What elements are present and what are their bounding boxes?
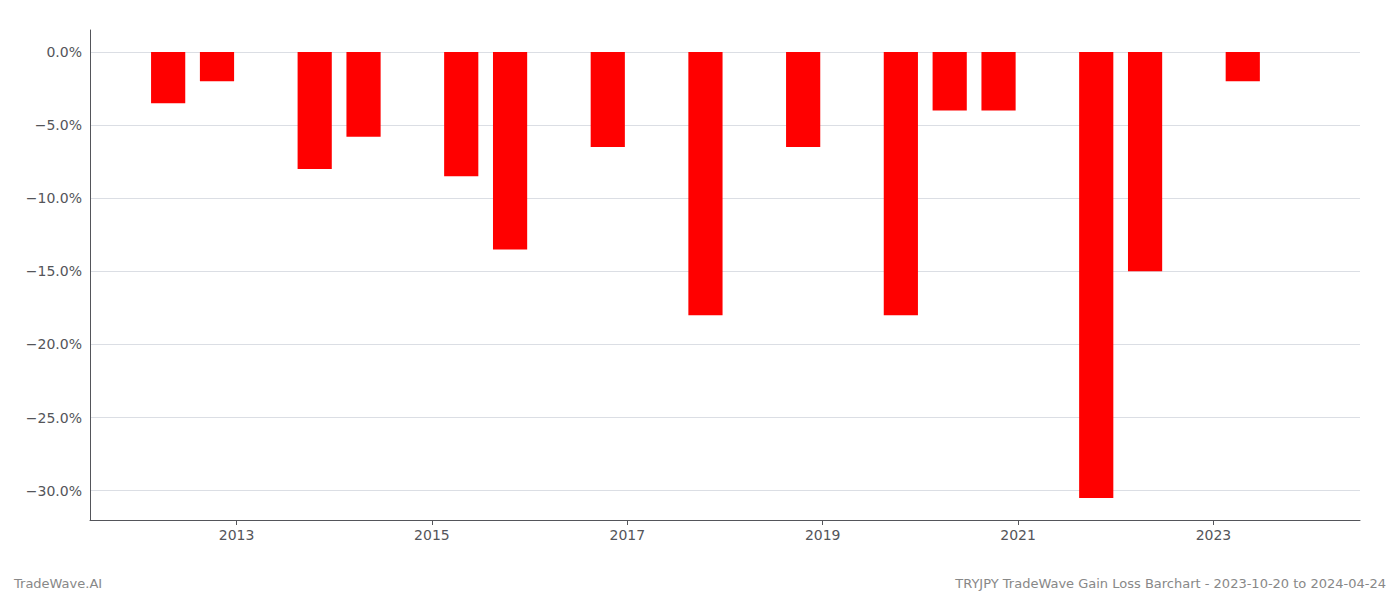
svg-text:2013: 2013 bbox=[219, 527, 255, 543]
svg-text:−25.0%: −25.0% bbox=[26, 410, 82, 426]
svg-text:−20.0%: −20.0% bbox=[26, 336, 82, 352]
svg-text:2023: 2023 bbox=[1196, 527, 1232, 543]
svg-text:TRYJPY TradeWave Gain Loss Bar: TRYJPY TradeWave Gain Loss Barchart - 20… bbox=[954, 576, 1386, 591]
svg-text:2015: 2015 bbox=[414, 527, 450, 543]
svg-text:−10.0%: −10.0% bbox=[26, 190, 82, 206]
svg-text:TradeWave.AI: TradeWave.AI bbox=[13, 576, 102, 591]
svg-text:−15.0%: −15.0% bbox=[26, 263, 82, 279]
svg-text:−5.0%: −5.0% bbox=[35, 117, 82, 133]
svg-text:−30.0%: −30.0% bbox=[26, 483, 82, 499]
svg-text:2021: 2021 bbox=[1000, 527, 1036, 543]
svg-text:2019: 2019 bbox=[805, 527, 841, 543]
svg-text:0.0%: 0.0% bbox=[46, 44, 82, 60]
svg-text:2017: 2017 bbox=[609, 527, 645, 543]
